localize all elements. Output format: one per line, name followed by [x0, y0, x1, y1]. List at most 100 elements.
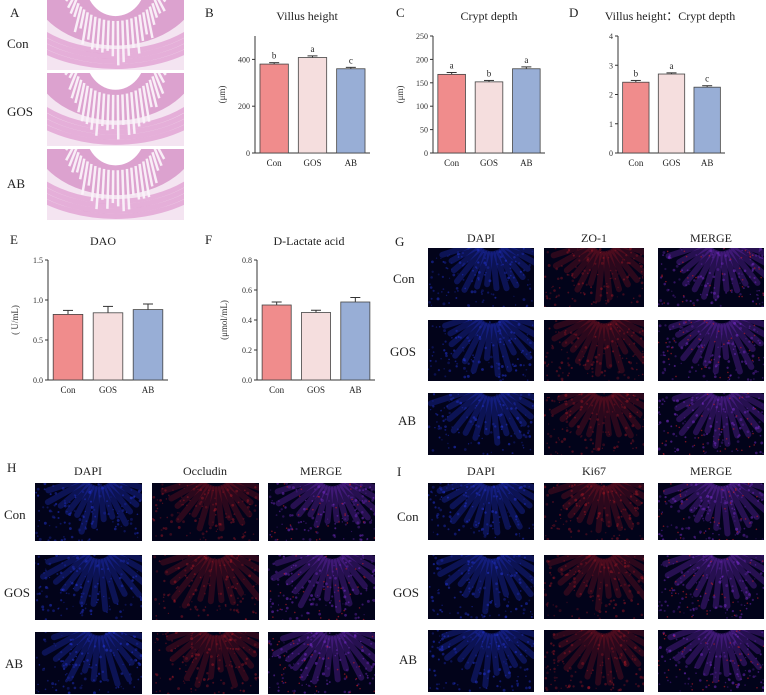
x-tick-label: Con [628, 158, 644, 168]
panel-i-gos-merge-image [658, 555, 764, 619]
y-tick-label: 100 [416, 102, 428, 111]
x-tick-label: Con [267, 158, 283, 168]
bar-gos [474, 81, 504, 154]
panel-i-con-dapi-image [428, 483, 534, 540]
y-tick-label: 0.8 [242, 256, 252, 265]
panel-g-col-merge: MERGE [690, 231, 732, 245]
y-tick-label: 0 [246, 149, 250, 158]
y-axis-label: (μm) [217, 86, 227, 104]
bar-gos [301, 312, 331, 381]
panel-a-row-label-gos: GOS [7, 104, 34, 119]
x-tick-label: AB [142, 385, 155, 395]
panel-h-con-red-image [152, 483, 259, 541]
panel-h-row-gos: GOS [4, 585, 31, 600]
y-tick-label: 0 [609, 149, 613, 158]
y-tick-label: 1.5 [33, 256, 43, 265]
panel-i-col-dapi: DAPI [466, 464, 495, 478]
y-tick-label: 0 [424, 149, 428, 158]
panel-g-col-zo1: ZO-1 [581, 231, 607, 245]
panel-h-ab-merge-image [268, 632, 375, 694]
significance-letter: b [487, 68, 492, 78]
y-tick-label: 150 [416, 79, 428, 88]
bar-con [437, 73, 466, 154]
panel-d-letter: D [569, 5, 579, 20]
y-tick-label: 400 [238, 55, 250, 64]
significance-letter: a [311, 44, 315, 54]
y-tick-label: 200 [416, 55, 428, 64]
he-image-con [47, 0, 184, 70]
x-tick-label: AB [345, 158, 358, 168]
significance-letter: a [524, 55, 528, 65]
panel-g-con-merge-image [658, 248, 764, 307]
panel-g-gos-merge-image [658, 320, 764, 381]
panel-i-ab-red-image [544, 630, 644, 692]
chart-crypt-depth: Crypt depth 0 50 100 150 200 250 (μm) a Con b GOS a A… [395, 9, 545, 168]
significance-letter: a [670, 61, 674, 71]
y-tick-label: 50 [420, 126, 428, 135]
bar-con [622, 81, 650, 154]
panel-g-row-gos: GOS [390, 344, 417, 359]
chart-title: Crypt depth [461, 9, 518, 23]
panel-g-ab-merge-image [658, 393, 764, 455]
panel-a-row-label-ab: AB [7, 176, 26, 191]
panel-h-gos-red-image [152, 555, 259, 620]
bar-gos [92, 312, 124, 381]
panel-g-letter: G [395, 234, 405, 249]
y-tick-label: 0.5 [33, 336, 43, 345]
panel-g-con-dapi-image [428, 248, 534, 307]
x-tick-label: Con [60, 385, 76, 395]
panel-i-con-red-image [544, 483, 644, 540]
significance-letter: a [450, 61, 454, 71]
bar-gos [297, 57, 328, 154]
chart-title: D-Lactate acid [274, 234, 345, 248]
chart-title: DAO [90, 234, 116, 248]
chart-dao: DAO 0.0 0.5 1.0 1.5 ( U/mL) Con GOS AB [10, 234, 168, 395]
y-tick-label: 1 [609, 120, 613, 129]
panel-h-ab-dapi-image [35, 632, 142, 694]
panel-i-row-gos: GOS [393, 585, 420, 600]
panel-g-gos-dapi-image [428, 320, 534, 381]
panel-h-row-con: Con [4, 507, 26, 522]
panel-h-con-merge-image [268, 483, 375, 541]
x-tick-label: GOS [480, 158, 498, 168]
y-tick-label: 0.2 [242, 346, 252, 355]
y-tick-label: 4 [609, 32, 613, 41]
x-tick-label: Con [444, 158, 460, 168]
significance-letter: b [634, 68, 639, 78]
panel-g-ab-red-image [544, 393, 644, 455]
panel-g-ab-dapi-image [428, 393, 534, 455]
panel-i-con-merge-image [658, 483, 764, 540]
x-tick-label: GOS [307, 385, 325, 395]
panel-a-row-label-con: Con [7, 36, 29, 51]
significance-letter: c [705, 74, 709, 84]
panel-h-col-dapi: DAPI [73, 464, 102, 478]
panel-i-gos-dapi-image [428, 555, 534, 619]
y-tick-label: 0.0 [33, 376, 43, 385]
panel-h-row-ab: AB [5, 656, 24, 671]
bar-ab [132, 309, 164, 381]
panel-i-row-ab: AB [399, 652, 418, 667]
he-image-ab [47, 149, 184, 220]
x-tick-label: GOS [662, 158, 680, 168]
panel-i-row-con: Con [397, 509, 419, 524]
panel-h-letter: H [7, 460, 17, 475]
bar-ab [340, 301, 371, 381]
panel-i-col-merge: MERGE [690, 464, 732, 478]
y-tick-label: 0.4 [242, 316, 252, 325]
x-tick-label: GOS [303, 158, 321, 168]
bar-con [52, 314, 84, 381]
x-tick-label: AB [701, 158, 714, 168]
panel-h-gos-dapi-image [35, 555, 142, 620]
bar-ab [512, 68, 541, 154]
panel-g-col-dapi: DAPI [466, 231, 495, 245]
he-image-gos [47, 73, 184, 146]
y-tick-label: 0.6 [242, 286, 252, 295]
panel-h-con-dapi-image [35, 483, 142, 541]
panel-h-col-occludin: Occludin [183, 464, 227, 478]
y-axis-label: (μm) [395, 86, 405, 104]
bar-con [259, 63, 289, 154]
panel-f-letter: F [205, 232, 213, 247]
bar-ab [693, 86, 721, 154]
y-tick-label: 3 [609, 61, 613, 70]
y-tick-label: 1.0 [33, 296, 43, 305]
